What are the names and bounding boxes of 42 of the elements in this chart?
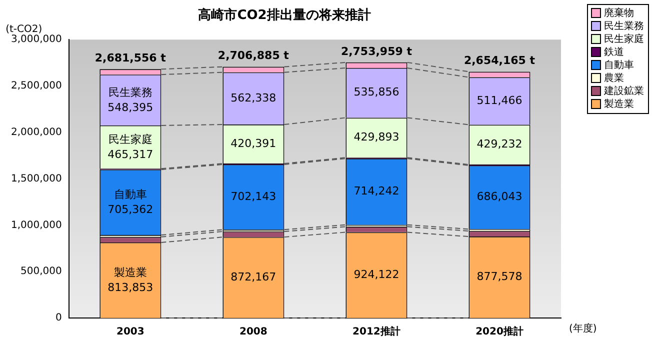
- data-label: 民生家庭 465,317: [108, 132, 154, 161]
- data-label: 511,466: [476, 94, 522, 107]
- data-label: 686,043: [476, 190, 522, 204]
- legend-label: 鉄道: [604, 47, 624, 58]
- y-tick-label: 1,500,000: [10, 173, 62, 184]
- legend-label: 建設鉱業: [604, 86, 644, 97]
- y-tick-label: 0: [56, 312, 62, 324]
- x-axis-title: (年度): [569, 322, 597, 335]
- y-tick-label: 1,000,000: [10, 220, 62, 231]
- legend-label: 廃棄物: [604, 8, 634, 19]
- y-tick-label: 2,000,000: [10, 126, 62, 138]
- data-label: 562,338: [230, 91, 276, 104]
- legend-label: 農業: [604, 73, 624, 84]
- x-tick-label: 2008: [240, 326, 268, 338]
- data-label: 自動車 705,362: [108, 188, 154, 216]
- total-label: 2,706,885 t: [218, 49, 289, 62]
- data-label: 製造業 813,853: [108, 266, 154, 294]
- total-label: 2,681,556 t: [94, 52, 166, 65]
- x-tick-label: 2012推計: [352, 326, 400, 338]
- y-axis-title: (t-CO2): [6, 24, 42, 36]
- y-tick-label: 2,500,000: [10, 80, 62, 92]
- data-label: 429,232: [476, 137, 522, 150]
- data-label: 877,578: [476, 270, 522, 284]
- data-label: 702,143: [230, 190, 276, 203]
- x-tick-label: 2020推計: [476, 326, 524, 338]
- data-label: 535,856: [354, 86, 400, 99]
- total-label: 2,753,959 t: [340, 44, 412, 58]
- total-label: 2,654,165 t: [464, 54, 535, 68]
- data-label: 420,391: [230, 136, 276, 150]
- data-label: 924,122: [354, 268, 400, 281]
- y-tick-label: 3,000,000: [10, 34, 62, 46]
- legend-label: 民生業務: [604, 21, 644, 32]
- legend-label: 民生家庭: [604, 34, 644, 45]
- data-label: 872,167: [230, 270, 276, 284]
- data-label: 民生業務 548,395: [108, 86, 154, 114]
- y-tick-label: 500,000: [20, 266, 62, 278]
- chart-title: 高崎市CO2排出量の将来推計: [198, 7, 371, 24]
- data-label: 714,242: [354, 184, 400, 198]
- x-tick-label: 2003: [116, 326, 144, 338]
- legend-label: 製造業: [604, 99, 634, 110]
- data-label: 429,893: [354, 130, 400, 144]
- legend-label: 自動車: [604, 60, 634, 71]
